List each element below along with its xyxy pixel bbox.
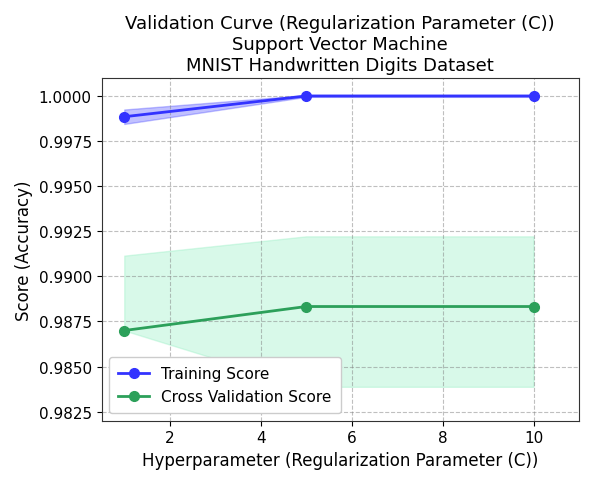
Cross Validation Score <box>302 304 309 310</box>
Training Score <box>530 94 537 100</box>
Training Score <box>302 94 309 100</box>
Line: Training Score: Training Score <box>119 92 538 122</box>
Cross Validation Score <box>530 304 537 310</box>
Training Score <box>121 115 128 121</box>
Title: Validation Curve (Regularization Parameter (C))
Support Vector Machine
MNIST Han: Validation Curve (Regularization Paramet… <box>125 15 555 75</box>
X-axis label: Hyperparameter (Regularization Parameter (C)): Hyperparameter (Regularization Parameter… <box>142 451 538 469</box>
Y-axis label: Score (Accuracy): Score (Accuracy) <box>15 180 33 320</box>
Legend: Training Score, Cross Validation Score: Training Score, Cross Validation Score <box>109 357 340 413</box>
Cross Validation Score <box>121 328 128 334</box>
Line: Cross Validation Score: Cross Validation Score <box>119 302 538 336</box>
